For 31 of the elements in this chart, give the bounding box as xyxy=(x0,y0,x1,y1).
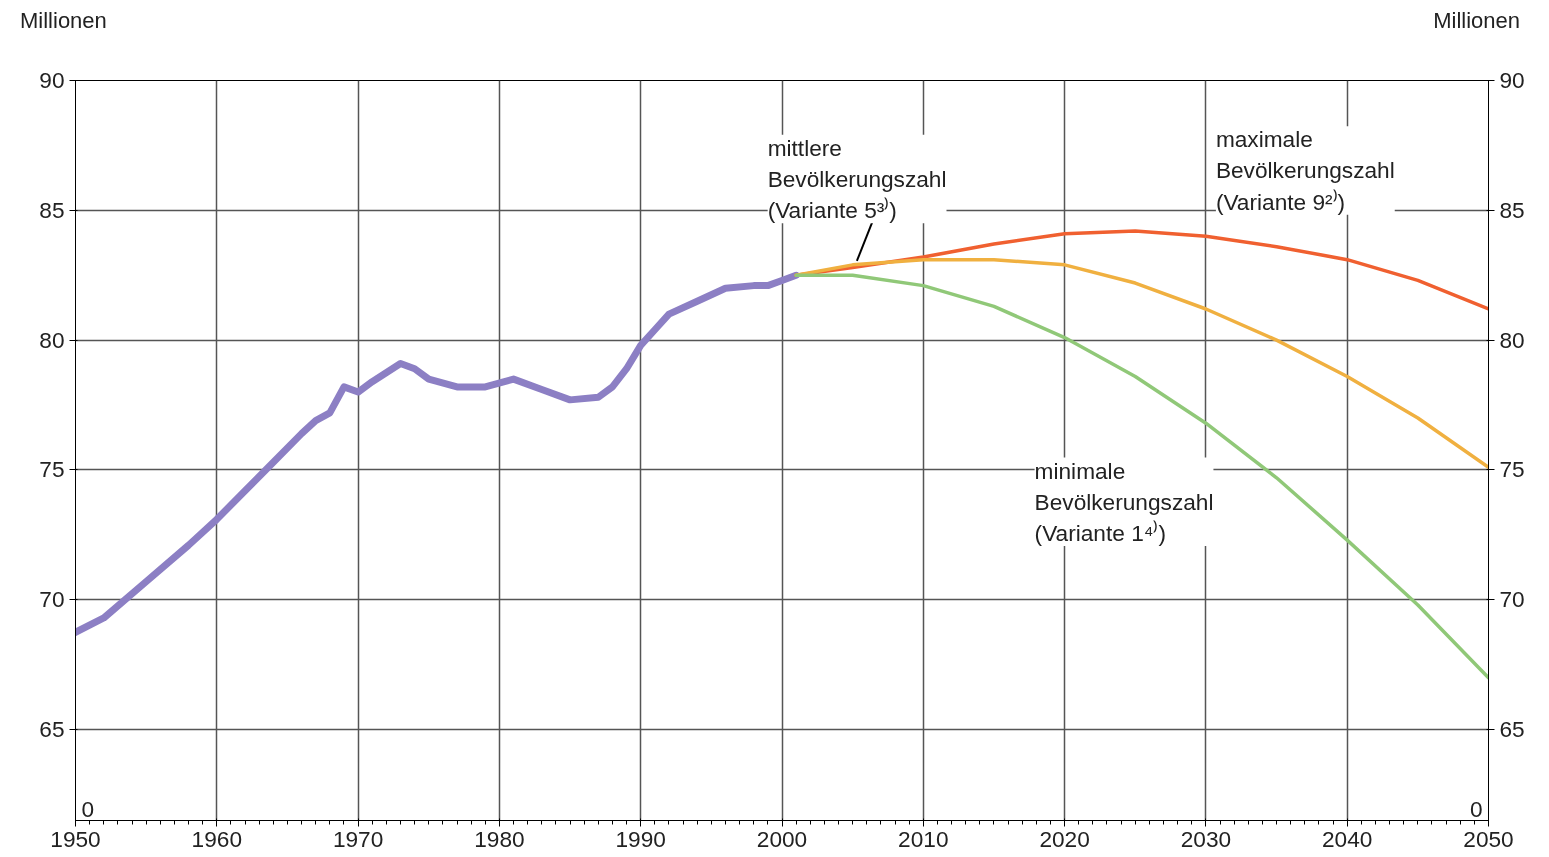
series-label: maximale Bevölkerungszahl (Variante 9²⁾) xyxy=(1215,126,1395,215)
x-tick-label: 1990 xyxy=(615,825,666,852)
y-axis-title: Millionen xyxy=(20,7,107,35)
annotation: 0 xyxy=(1469,795,1483,822)
x-tick-label: 1980 xyxy=(474,825,525,852)
x-tick-label: 2050 xyxy=(1463,825,1514,852)
y2-tick-label: 85 xyxy=(1499,196,1525,223)
x-tick-label: 2030 xyxy=(1180,825,1232,852)
y2-tick-label: 70 xyxy=(1499,586,1525,613)
y-tick-label: 70 xyxy=(39,586,65,613)
y-tick-label: 65 xyxy=(39,716,65,743)
series-label: mittlere Bevölkerungszahl (Variante 5³⁾) xyxy=(767,134,947,224)
x-tick-label: 2010 xyxy=(898,825,949,852)
annotation: 0 xyxy=(81,795,95,822)
y2-tick-label: 75 xyxy=(1499,456,1525,483)
x-tick-label: 1950 xyxy=(50,825,101,852)
x-tick-label: 1970 xyxy=(332,825,384,852)
y2-tick-label: 65 xyxy=(1499,716,1525,743)
y-tick-label: 75 xyxy=(39,456,65,483)
x-tick-label: 2000 xyxy=(756,825,808,852)
x-tick-label: 1960 xyxy=(191,825,243,852)
line-series xyxy=(794,273,1489,680)
y-tick-label: 85 xyxy=(39,196,65,223)
y-tick-label: 80 xyxy=(39,326,65,353)
y2-tick-label: 90 xyxy=(1499,67,1525,93)
x-tick-label: 2040 xyxy=(1322,825,1373,852)
series-label: minimale Bevölkerungszahl (Variante 1⁴⁾) xyxy=(1034,457,1214,546)
x-tick-label: 2020 xyxy=(1039,825,1090,852)
y-tick-label: 90 xyxy=(39,67,65,93)
y2-tick-label: 80 xyxy=(1499,326,1525,353)
y2-axis-title: Millionen xyxy=(1433,7,1520,35)
